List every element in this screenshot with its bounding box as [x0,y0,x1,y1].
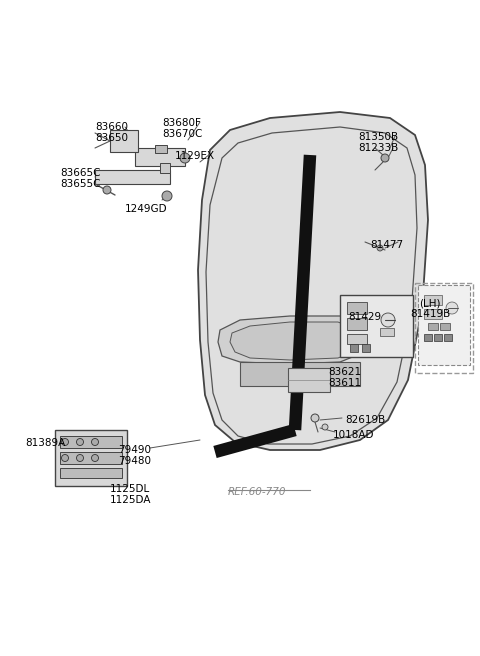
Bar [288,368,330,392]
Bar [347,318,367,330]
Text: 1129EX: 1129EX [175,151,215,161]
Polygon shape [218,316,362,364]
Bar [415,283,473,373]
Bar [95,170,170,184]
Text: 81350B: 81350B [358,132,398,142]
Bar [347,334,367,344]
Text: (LH): (LH) [419,298,441,308]
Bar [160,163,170,173]
Bar [428,323,438,330]
Text: 83665C: 83665C [60,168,100,178]
Circle shape [76,455,84,462]
Circle shape [61,438,69,445]
Text: 81419B: 81419B [410,309,450,319]
Circle shape [381,313,395,327]
Text: 83660: 83660 [95,122,128,132]
Bar [110,130,138,152]
Circle shape [103,186,111,194]
Circle shape [61,455,69,462]
Text: 1249GD: 1249GD [125,204,168,214]
Bar [60,468,122,478]
Circle shape [76,438,84,445]
Bar [60,436,122,448]
Polygon shape [230,322,354,360]
Text: 1125DA: 1125DA [110,495,152,505]
Circle shape [377,245,383,251]
Circle shape [92,438,98,445]
Bar [362,344,370,352]
Text: 1125DL: 1125DL [110,484,150,494]
Bar [424,309,442,319]
Bar [340,295,413,357]
Circle shape [92,455,98,462]
Bar [418,285,470,365]
Text: 83655C: 83655C [60,179,100,189]
Bar [55,430,127,486]
Text: 81389A: 81389A [25,438,65,448]
Text: 83650: 83650 [95,133,128,143]
Text: 83621: 83621 [328,367,361,377]
Text: 1018AD: 1018AD [333,430,374,440]
Bar [434,334,442,341]
Bar [424,334,432,341]
Circle shape [446,302,458,314]
Bar [424,295,442,305]
Text: 83680F: 83680F [162,118,201,128]
Bar [444,334,452,341]
Circle shape [322,424,328,430]
Text: 81233B: 81233B [358,143,398,153]
Circle shape [162,191,172,201]
Text: 81477: 81477 [370,240,403,250]
Polygon shape [198,112,428,450]
Bar [155,145,167,153]
Text: 79490: 79490 [118,445,151,455]
Bar [347,302,367,314]
Bar [60,452,122,464]
Circle shape [381,154,389,162]
Text: 81429: 81429 [348,312,381,322]
Text: REF.60-770: REF.60-770 [228,487,287,497]
Bar [380,328,394,336]
Text: 82619B: 82619B [345,415,385,425]
Text: 79480: 79480 [118,456,151,466]
Bar [240,362,360,386]
Circle shape [180,153,190,163]
Text: 83670C: 83670C [162,129,203,139]
Bar [135,148,185,166]
Circle shape [311,414,319,422]
Bar [440,323,450,330]
Bar [350,344,358,352]
Text: 83611: 83611 [328,378,361,388]
